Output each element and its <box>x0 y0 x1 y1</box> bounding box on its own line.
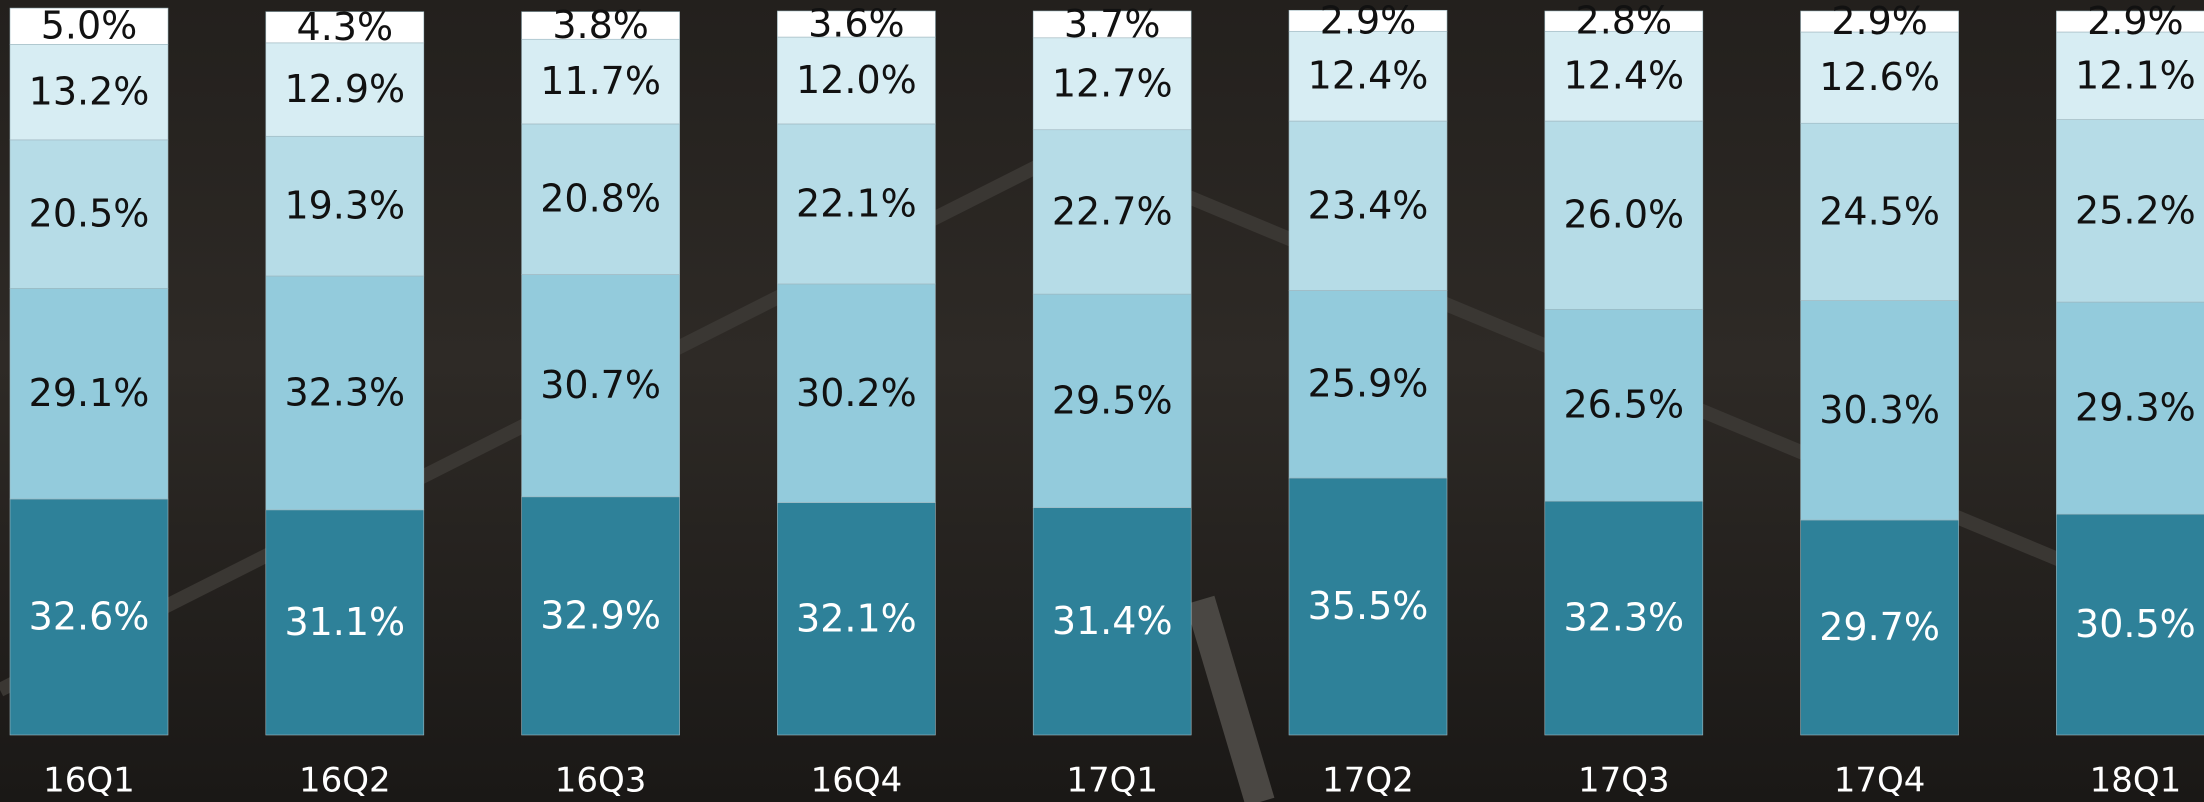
bar-segment <box>265 42 425 137</box>
segment-label: 30.2% <box>796 371 917 415</box>
bar-segment <box>1800 122 1959 301</box>
bar-segment <box>9 287 169 500</box>
segment-label: 3.6% <box>808 2 905 46</box>
segment-label: 12.4% <box>1563 54 1684 98</box>
bar-segment <box>1288 290 1448 479</box>
segment-label: 12.0% <box>796 58 917 102</box>
x-tick-label: 18Q1 <box>2090 761 2182 801</box>
segment-label: 32.9% <box>540 593 661 637</box>
segment-label: 12.6% <box>1819 55 1940 99</box>
bar-segment <box>1032 129 1192 295</box>
bar-segment <box>2056 10 2204 33</box>
bar-segment <box>1544 10 1704 32</box>
bar-segment <box>521 38 680 125</box>
segment-label: 30.7% <box>540 363 661 407</box>
bar-segment <box>1032 507 1192 736</box>
segment-label: 32.1% <box>796 596 917 640</box>
segment-label: 2.9% <box>1320 0 1417 42</box>
segment-label: 25.9% <box>1308 362 1429 406</box>
segment-label: 2.8% <box>1576 0 1673 43</box>
bar-segment <box>1800 10 1959 33</box>
bar-segment <box>265 135 425 277</box>
x-tick-label: 17Q2 <box>1322 761 1414 801</box>
segment-label: 35.5% <box>1308 584 1429 628</box>
bar-segment <box>1288 9 1448 32</box>
bar-segment <box>9 7 169 45</box>
x-tick-label: 17Q4 <box>1834 761 1926 801</box>
segment-label: 13.2% <box>29 70 150 114</box>
bar-segment <box>1288 120 1448 291</box>
bar-segment <box>1032 293 1192 508</box>
segment-label: 11.7% <box>540 59 661 103</box>
segment-label: 12.9% <box>284 67 405 111</box>
segment-label: 29.1% <box>29 371 150 415</box>
segment-label: 30.5% <box>2075 602 2196 646</box>
bar-segment <box>1288 30 1448 122</box>
bar-segment <box>777 123 936 285</box>
x-tick-label: 16Q1 <box>43 761 135 801</box>
x-tick-label: 17Q3 <box>1578 761 1670 801</box>
segment-label: 2.9% <box>1831 0 1928 43</box>
bar-segment <box>1544 30 1704 122</box>
segment-label: 26.5% <box>1563 383 1684 427</box>
bar-segment <box>521 11 680 40</box>
segment-label: 32.6% <box>29 594 150 638</box>
bar-segment <box>1800 519 1959 736</box>
bar-segment <box>1544 120 1704 310</box>
bar-segment <box>9 498 169 736</box>
segment-label: 22.1% <box>796 181 917 225</box>
segment-label: 32.3% <box>1563 596 1684 640</box>
bar-segment <box>265 11 425 44</box>
bar-segment <box>1800 300 1959 521</box>
segment-label: 31.1% <box>284 600 405 644</box>
segment-label: 12.7% <box>1052 61 1173 105</box>
segment-label: 20.8% <box>540 177 661 221</box>
segment-label: 26.0% <box>1563 193 1684 237</box>
bar-segment <box>1032 10 1192 39</box>
segment-label: 25.2% <box>2075 188 2196 232</box>
segment-label: 19.3% <box>284 184 405 228</box>
x-tick-label: 16Q3 <box>555 761 647 801</box>
bar-segment <box>1544 500 1704 736</box>
segment-label: 3.7% <box>1064 2 1161 46</box>
bar-segment <box>2056 119 2204 303</box>
segment-label: 4.3% <box>297 5 394 49</box>
bar-segment <box>265 509 425 736</box>
segment-label: 2.9% <box>2087 0 2184 43</box>
bar-segment <box>265 275 425 511</box>
bar-segment <box>777 10 936 38</box>
x-tick-label: 16Q2 <box>299 761 391 801</box>
bar-segment <box>777 283 936 503</box>
bar-segment <box>777 502 936 736</box>
segment-label: 29.5% <box>1052 378 1173 422</box>
segment-label: 30.3% <box>1819 388 1940 432</box>
road-mark <box>1185 595 1275 802</box>
bar-segment <box>9 139 169 289</box>
bar-segment <box>521 496 680 736</box>
segment-label: 20.5% <box>29 192 150 236</box>
bar-segment <box>1544 308 1704 502</box>
segment-label: 24.5% <box>1819 189 1940 233</box>
segment-label: 29.7% <box>1819 605 1940 649</box>
bar-segment <box>2056 301 2204 515</box>
segment-label: 31.4% <box>1052 599 1173 643</box>
bar-segment <box>1032 37 1192 131</box>
x-tick-label: 16Q4 <box>811 761 903 801</box>
bar-segment <box>777 36 936 125</box>
bar-segment <box>521 123 680 275</box>
bar-segment <box>1288 477 1448 736</box>
plot: 32.6% 29.1% 20.5% 13.2% 5.0% 16Q1 31.1% 32.3% 19… <box>9 0 2204 801</box>
segment-label: 32.3% <box>284 370 405 414</box>
x-tick-label: 17Q1 <box>1066 761 1158 801</box>
segment-label: 12.4% <box>1308 54 1429 98</box>
segment-label: 22.7% <box>1052 189 1173 233</box>
segment-label: 5.0% <box>41 4 138 48</box>
segment-label: 12.1% <box>2075 53 2196 97</box>
segment-label: 3.8% <box>552 3 649 47</box>
segment-label: 29.3% <box>2075 386 2196 430</box>
bar-segment <box>521 274 680 498</box>
segment-label: 23.4% <box>1308 183 1429 227</box>
